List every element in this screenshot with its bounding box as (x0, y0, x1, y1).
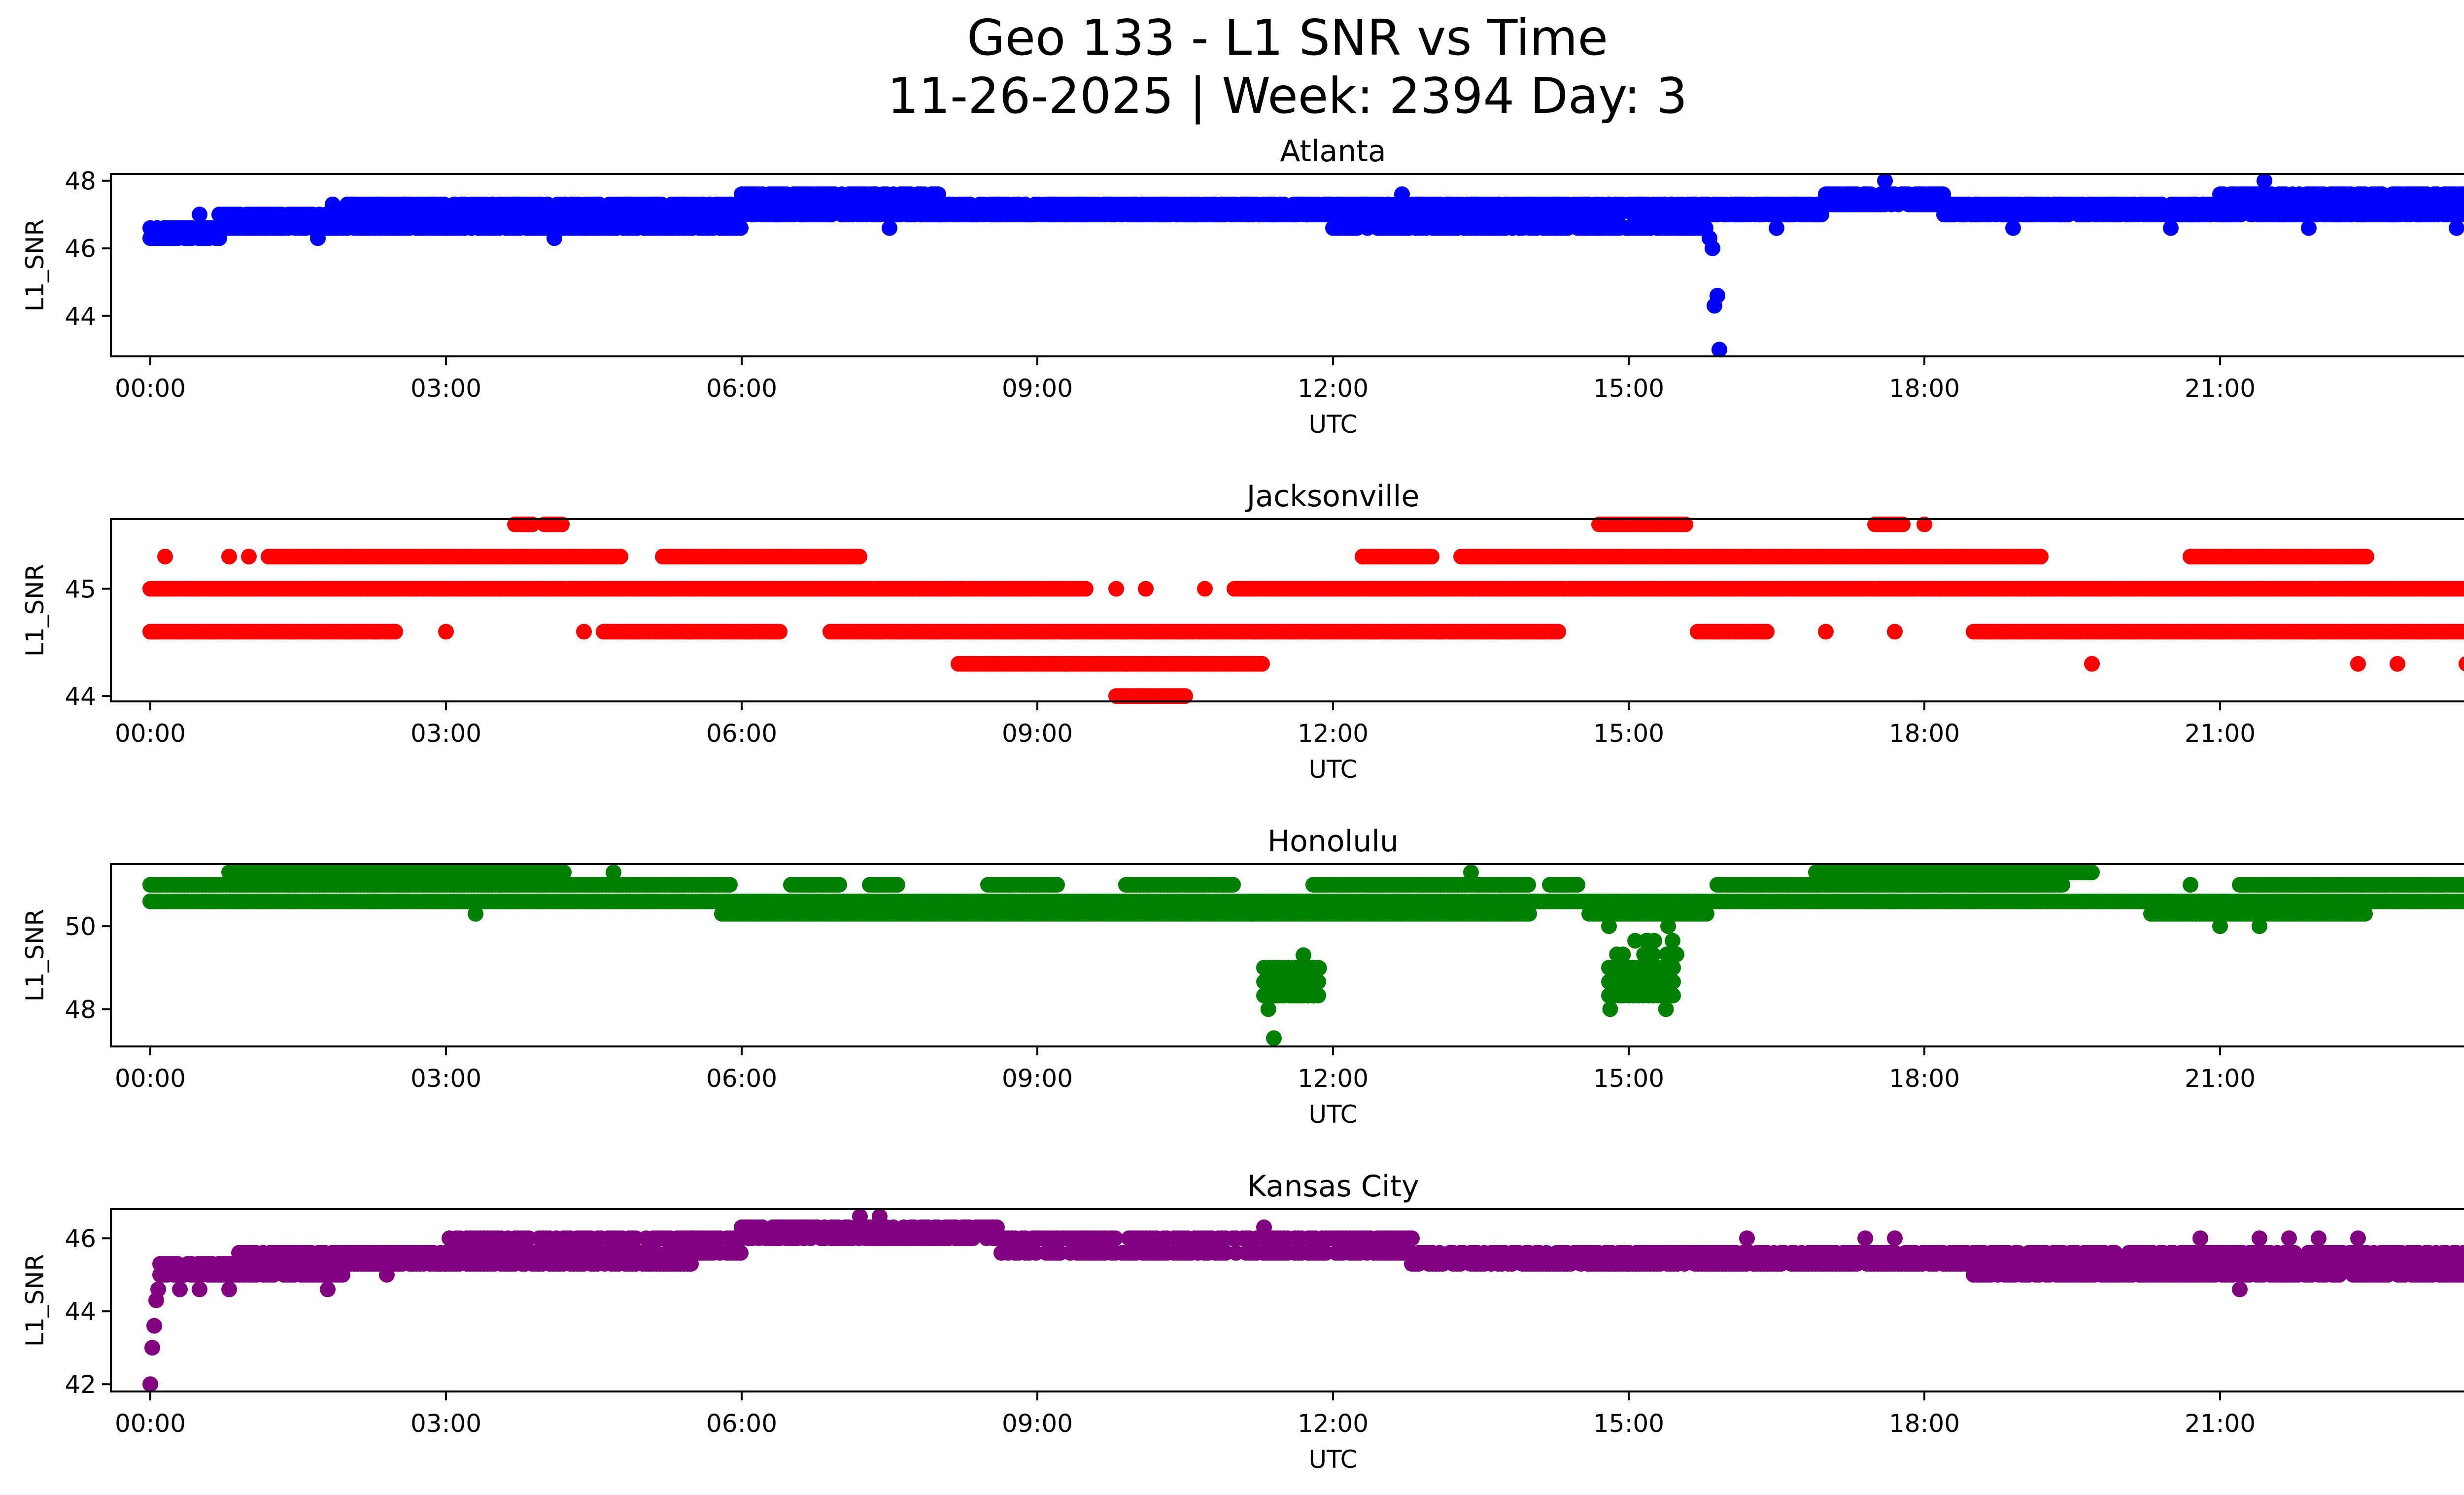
x-tick-label: 18:00 (1889, 719, 1960, 748)
x-tick-label: 00:00 (115, 374, 186, 403)
x-tick-label: 06:00 (706, 719, 777, 748)
data-point (556, 864, 572, 880)
data-point (1710, 287, 1725, 304)
data-point (2350, 656, 2366, 672)
data-point (1521, 905, 1537, 922)
data-point (241, 549, 257, 565)
y-tick-label: 44 (65, 682, 96, 711)
x-tick-label: 03:00 (411, 719, 481, 748)
panel-title-honolulu: Honolulu (1267, 824, 1399, 859)
data-point (1887, 624, 1903, 640)
y-tick-label: 48 (65, 167, 96, 196)
data-point (2461, 208, 2464, 221)
x-tick-label: 09:00 (1002, 719, 1073, 748)
data-point (2461, 187, 2464, 201)
data-point (1877, 173, 1893, 189)
data-point (2359, 549, 2374, 565)
data-point (1138, 581, 1154, 597)
data-point (2301, 220, 2317, 236)
data-point (772, 624, 787, 640)
data-point (1254, 656, 1270, 672)
data-point (547, 230, 562, 246)
data-point (221, 549, 237, 565)
x-axis-label: UTC (1308, 755, 1357, 784)
data-point (2449, 220, 2464, 236)
panel-title-jacksonville: Jacksonville (1245, 479, 1420, 514)
data-point (1108, 581, 1124, 597)
data-point (1424, 549, 1439, 565)
x-tick-label: 18:00 (1889, 374, 1960, 403)
points-atlanta (142, 173, 2464, 358)
data-point (2459, 656, 2464, 671)
x-tick-label: 06:00 (706, 374, 777, 403)
data-point (1759, 624, 1775, 640)
x-axis-label: UTC (1308, 410, 1357, 439)
points-jacksonville (142, 516, 2464, 704)
data-point (1570, 877, 1585, 893)
figure-title-line1: Geo 133 - L1 SNR vs Time (967, 9, 1608, 67)
y-tick-label: 44 (65, 302, 96, 331)
data-point (2084, 656, 2100, 672)
y-tick-label: 45 (65, 575, 96, 603)
figure-title: Geo 133 - L1 SNR vs Time 11-26-2025 | We… (0, 9, 2464, 125)
data-point (1394, 186, 1410, 203)
data-point (576, 624, 592, 640)
data-point (310, 230, 326, 246)
data-point (613, 549, 628, 565)
data-point (1705, 240, 1720, 256)
data-point (2390, 656, 2405, 672)
x-tick-label: 03:00 (411, 374, 481, 403)
x-tick-label: 00:00 (115, 719, 186, 748)
data-point (852, 549, 867, 565)
figure-title-line2: 11-26-2025 | Week: 2394 Day: 3 (887, 67, 1688, 125)
data-point (1225, 877, 1241, 893)
x-tick-label: 15:00 (1593, 719, 1664, 748)
data-point (1078, 581, 1094, 597)
points-honolulu (142, 864, 2464, 1046)
data-point (2005, 220, 2021, 236)
data-point (1711, 342, 1727, 358)
data-point (831, 877, 847, 893)
data-point (1049, 877, 1065, 893)
y-tick-label: 46 (65, 235, 96, 263)
data-point (882, 220, 897, 236)
data-point (438, 624, 454, 640)
axes-frame-jacksonville (110, 518, 2464, 702)
panel-atlanta: Atlanta 00:00 03:00 06:00 09:00 12:00 15:00 18:… (21, 134, 2464, 439)
data-point (1769, 220, 1784, 236)
data-point (2033, 549, 2049, 565)
data-point (1520, 877, 1536, 893)
data-point (2257, 173, 2272, 189)
data-point (192, 207, 207, 223)
y-axis-label: L1_SNR (21, 564, 49, 657)
data-point (722, 877, 738, 893)
data-point (1699, 905, 1714, 922)
x-tick-label: 21:00 (2185, 374, 2256, 403)
x-tick-label: 09:00 (1002, 374, 1073, 403)
panel-jacksonville: Jacksonville 00:00 03:00 06:00 09:00 12:00 15:… (21, 479, 2464, 784)
data-point (325, 196, 341, 212)
data-point (1197, 581, 1213, 597)
data-point (157, 549, 173, 565)
y-axis-label: L1_SNR (21, 219, 49, 312)
panel-title-atlanta: Atlanta (1280, 134, 1386, 169)
x-tick-label: 15:00 (1593, 374, 1664, 403)
data-point (2084, 864, 2100, 880)
x-tick-label: 12:00 (1298, 719, 1369, 748)
data-point (1818, 624, 1834, 640)
data-point (1550, 624, 1566, 640)
data-point (890, 877, 905, 893)
x-tick-label: 21:00 (2185, 719, 2256, 748)
data-point (2163, 220, 2179, 236)
data-point (733, 220, 749, 236)
x-tick-label: 12:00 (1298, 374, 1369, 403)
data-point (387, 624, 403, 640)
